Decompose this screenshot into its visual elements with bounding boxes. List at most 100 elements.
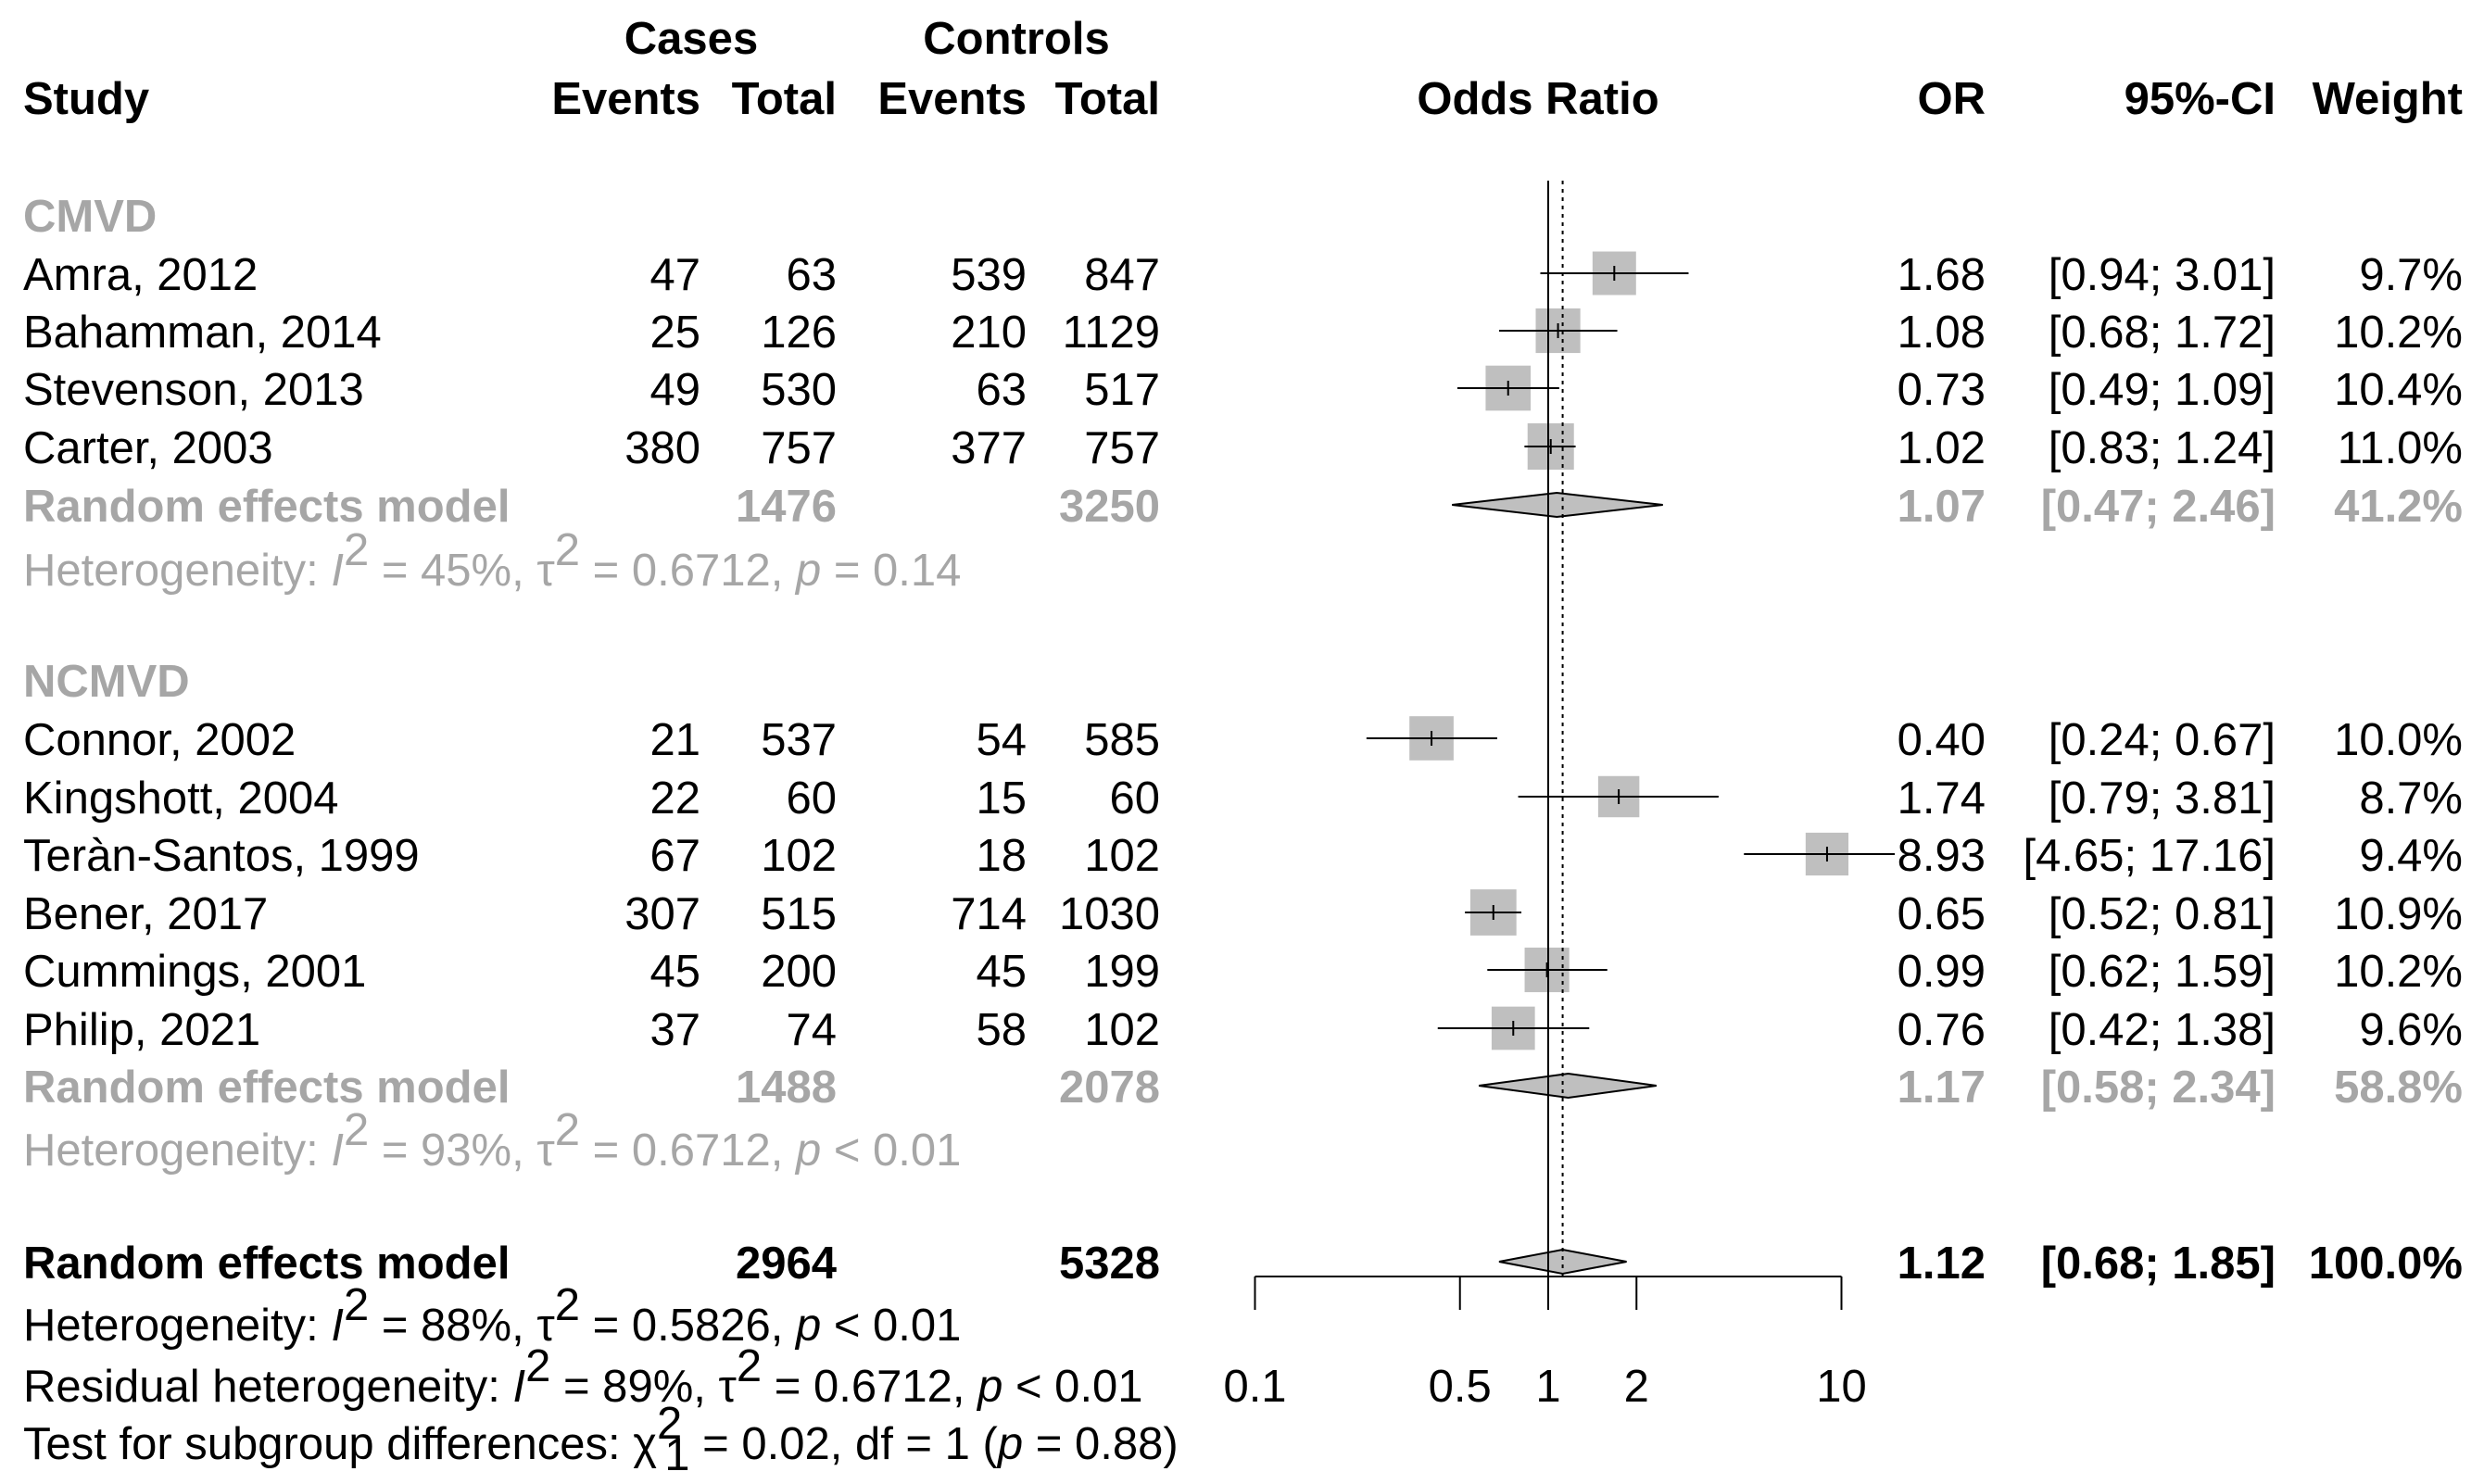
weight-value: 11.0%	[2338, 423, 2463, 473]
case-total: 63	[786, 250, 837, 300]
tau-squared-value: = 0.6712,	[580, 1126, 796, 1176]
study-label: Kingshott, 2004	[23, 773, 339, 824]
control-events: 377	[951, 423, 1027, 473]
subgroup-heterogeneity: Heterogeneity: I2 = 45%, τ2 = 0.6712, p …	[23, 525, 961, 596]
p-symbol: p	[794, 546, 821, 596]
study-label: Philip, 2021	[23, 1005, 260, 1055]
odds-ratio-header: Odds Ratio	[1417, 74, 1658, 124]
control-events: 210	[951, 308, 1027, 358]
model-label-overall: Random effects model	[23, 1239, 510, 1289]
case-events: 307	[624, 889, 700, 939]
weight-value: 9.6%	[2359, 1005, 2463, 1055]
control-events: 714	[951, 889, 1027, 939]
study-label: Connor, 2002	[23, 715, 296, 765]
or-value: 1.74	[1898, 773, 1986, 824]
model-weight-overall: 100.0%	[2309, 1239, 2463, 1289]
test-prefix: Test for subgroup differences:	[23, 1419, 633, 1469]
case-total-header: Total	[732, 74, 837, 124]
study-label: Amra, 2012	[23, 250, 258, 300]
test-value: = 0.02, df = 1 (	[690, 1419, 999, 1469]
model-case-total-subgroup: 1476	[736, 482, 837, 532]
case-total: 126	[761, 308, 837, 358]
tau-squared-symbol: τ	[536, 1126, 554, 1176]
subgroup-label: CMVD	[23, 192, 157, 242]
p-symbol: p	[794, 1301, 821, 1351]
p-symbol: p	[996, 1419, 1023, 1469]
model-case-total-subgroup: 1488	[736, 1063, 837, 1113]
study-label: Teràn-Santos, 1999	[23, 831, 420, 881]
x-tick-label: 2	[1624, 1362, 1649, 1412]
i-squared-symbol: I	[512, 1362, 525, 1412]
control-total: 102	[1084, 1005, 1160, 1055]
tau-squared-superscript: 2	[555, 525, 580, 575]
i-squared-symbol: I	[331, 546, 344, 596]
model-ci-subgroup: [0.58; 2.34]	[2041, 1063, 2276, 1113]
tau-squared-symbol: τ	[536, 546, 554, 596]
control-total: 1129	[1063, 308, 1160, 358]
or-value: 0.73	[1898, 365, 1986, 415]
case-total: 757	[761, 423, 837, 473]
tau-squared-value: = 0.5826,	[580, 1301, 796, 1351]
p-value: = 0.14	[821, 546, 961, 596]
x-tick-label: 10	[1816, 1362, 1867, 1412]
i-squared-superscript: 2	[344, 525, 369, 575]
weight-header: Weight	[2313, 74, 2463, 124]
het-prefix: Heterogeneity:	[23, 1301, 331, 1351]
weight-value: 8.7%	[2359, 773, 2463, 824]
control-events: 18	[976, 831, 1027, 881]
het-prefix: Heterogeneity:	[23, 1126, 331, 1176]
model-label-subgroup: Random effects model	[23, 1063, 510, 1113]
control-total: 757	[1084, 423, 1160, 473]
subgroup-label: NCMVD	[23, 657, 190, 707]
i-squared-value: = 93%,	[369, 1126, 536, 1176]
model-or-subgroup: 1.17	[1898, 1063, 1986, 1113]
ci-value: [4.65; 17.16]	[2024, 831, 2276, 881]
control-events: 15	[976, 773, 1027, 824]
ci-value: [0.68; 1.72]	[2049, 308, 2276, 358]
or-value: 1.08	[1898, 308, 1986, 358]
graph-layer	[1254, 181, 1895, 1310]
model-ci-overall: [0.68; 1.85]	[2041, 1239, 2276, 1289]
x-tick-label: 1	[1535, 1362, 1560, 1412]
p-symbol: p	[976, 1362, 1002, 1412]
weight-value: 10.4%	[2334, 365, 2463, 415]
weight-value: 10.2%	[2334, 947, 2463, 997]
model-or-subgroup: 1.07	[1898, 482, 1986, 532]
case-events: 45	[649, 947, 700, 997]
p-value: < 0.01	[1002, 1362, 1142, 1412]
model-control-total-subgroup: 3250	[1059, 482, 1160, 532]
or-value: 1.02	[1898, 423, 1986, 473]
ci-value: [0.52; 0.81]	[2049, 889, 2276, 939]
case-events: 49	[649, 365, 700, 415]
case-events: 22	[649, 773, 700, 824]
control-total: 102	[1084, 831, 1160, 881]
control-total: 60	[1109, 773, 1160, 824]
control-total: 517	[1084, 365, 1160, 415]
study-label: Bahamman, 2014	[23, 308, 382, 358]
i-squared-value: = 89%,	[550, 1362, 718, 1412]
x-tick-label: 0.1	[1223, 1362, 1286, 1412]
control-events: 45	[976, 947, 1027, 997]
control-total-header: Total	[1055, 74, 1160, 124]
or-value: 8.93	[1898, 831, 1986, 881]
control-events: 539	[951, 250, 1027, 300]
ci-value: [0.24; 0.67]	[2049, 715, 2276, 765]
tau-squared-symbol: τ	[719, 1362, 737, 1412]
weight-value: 9.7%	[2359, 250, 2463, 300]
model-or-overall: 1.12	[1898, 1239, 1986, 1289]
p-value: = 0.88)	[1023, 1419, 1179, 1469]
tau-squared-superscript: 2	[555, 1280, 580, 1330]
i-squared-superscript: 2	[344, 1105, 369, 1155]
case-total: 530	[761, 365, 837, 415]
model-case-total-overall: 2964	[736, 1239, 837, 1289]
case-total: 537	[761, 715, 837, 765]
case-events: 47	[649, 250, 700, 300]
case-events-header: Events	[551, 74, 700, 124]
control-total: 1030	[1059, 889, 1160, 939]
case-events: 380	[624, 423, 700, 473]
p-value: < 0.01	[821, 1126, 961, 1176]
case-events: 21	[649, 715, 700, 765]
controls-header: Controls	[923, 14, 1109, 64]
i-squared-value: = 88%,	[369, 1301, 536, 1351]
